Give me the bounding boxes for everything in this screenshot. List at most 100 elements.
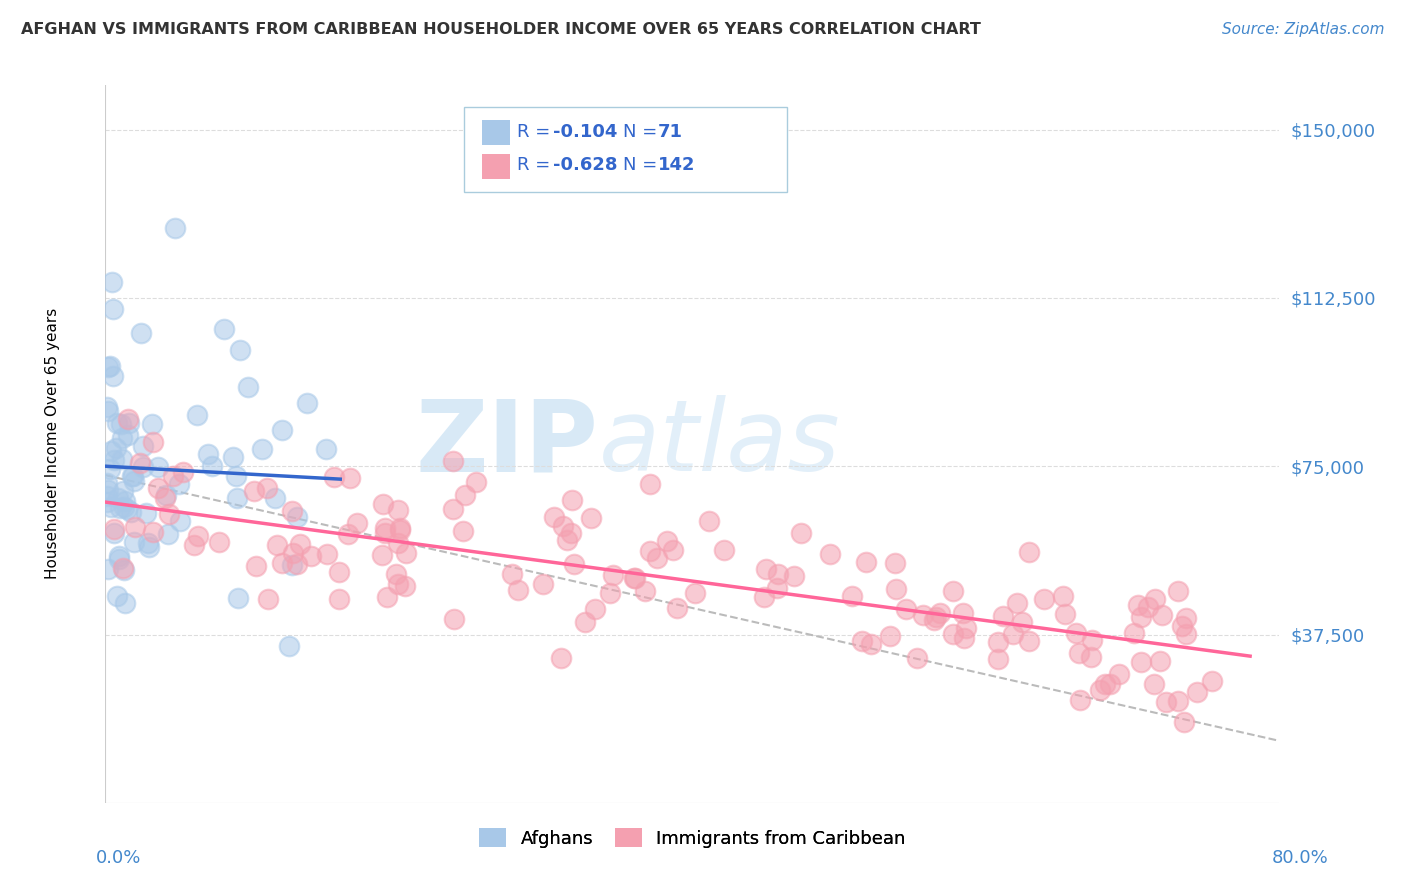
Point	[124, 520, 146, 534]
Point	[142, 435, 165, 450]
Point	[1154, 695, 1177, 709]
Point	[315, 548, 337, 562]
Point	[121, 469, 143, 483]
Point	[1018, 545, 1040, 559]
Point	[1174, 611, 1197, 625]
Point	[766, 567, 789, 582]
Point	[229, 343, 252, 357]
Point	[1167, 694, 1189, 708]
Text: -0.104: -0.104	[553, 123, 617, 141]
Point	[1175, 627, 1198, 641]
Point	[108, 501, 131, 516]
Point	[103, 525, 125, 540]
Point	[112, 563, 135, 577]
Point	[183, 538, 205, 552]
Point	[599, 586, 621, 600]
Point	[169, 514, 191, 528]
Text: Householder Income Over 65 years: Householder Income Over 65 years	[45, 308, 60, 580]
Point	[1032, 591, 1054, 606]
Point	[441, 501, 464, 516]
Point	[713, 543, 735, 558]
Point	[97, 483, 120, 498]
Point	[683, 586, 706, 600]
Point	[1018, 634, 1040, 648]
Point	[238, 379, 260, 393]
Point	[115, 502, 138, 516]
Point	[987, 652, 1010, 666]
Point	[1067, 646, 1090, 660]
Point	[222, 450, 245, 464]
Point	[754, 590, 776, 604]
Point	[162, 468, 184, 483]
Point	[163, 221, 186, 235]
Point	[281, 558, 304, 573]
Point	[212, 322, 235, 336]
Point	[583, 601, 606, 615]
Point	[1152, 608, 1174, 623]
Point	[153, 491, 176, 505]
Point	[894, 602, 917, 616]
Point	[172, 465, 194, 479]
Point	[1173, 714, 1195, 729]
Point	[138, 540, 160, 554]
Point	[263, 491, 285, 505]
Point	[132, 460, 155, 475]
Point	[110, 417, 132, 431]
Point	[851, 634, 873, 648]
Point	[922, 613, 945, 627]
Point	[117, 411, 139, 425]
Point	[374, 526, 396, 541]
Point	[859, 637, 882, 651]
Point	[98, 462, 121, 476]
Point	[952, 607, 974, 621]
Point	[1201, 674, 1223, 689]
Point	[328, 565, 350, 579]
Point	[550, 651, 572, 665]
Point	[128, 456, 150, 470]
Text: 142: 142	[658, 156, 696, 174]
Point	[107, 491, 129, 505]
Point	[441, 454, 464, 468]
Point	[454, 488, 477, 502]
Point	[942, 627, 965, 641]
Point	[953, 631, 976, 645]
Point	[346, 516, 368, 530]
Point	[1069, 693, 1091, 707]
Point	[270, 423, 292, 437]
Point	[100, 500, 122, 515]
Point	[114, 596, 136, 610]
Text: N =: N =	[623, 123, 662, 141]
Point	[117, 428, 139, 442]
Text: R =: R =	[517, 123, 557, 141]
Point	[555, 533, 578, 548]
Point	[371, 497, 394, 511]
Point	[385, 567, 408, 582]
Point	[120, 504, 142, 518]
Point	[645, 550, 668, 565]
Point	[105, 590, 128, 604]
Point	[1185, 685, 1208, 699]
Point	[156, 527, 179, 541]
Point	[301, 549, 323, 563]
Point	[107, 549, 129, 563]
Point	[101, 302, 124, 317]
Point	[122, 468, 145, 483]
Point	[97, 404, 120, 418]
Point	[111, 452, 134, 467]
Point	[655, 534, 678, 549]
Point	[297, 396, 319, 410]
Point	[1123, 625, 1146, 640]
Point	[755, 562, 778, 576]
Point	[96, 561, 118, 575]
Point	[820, 547, 842, 561]
Point	[285, 557, 308, 571]
Point	[1171, 619, 1194, 633]
Point	[1129, 610, 1152, 624]
Point	[108, 552, 131, 566]
Point	[666, 601, 689, 615]
Point	[394, 579, 416, 593]
Point	[197, 447, 219, 461]
Point	[1094, 677, 1116, 691]
Point	[100, 443, 122, 458]
Point	[1098, 677, 1121, 691]
